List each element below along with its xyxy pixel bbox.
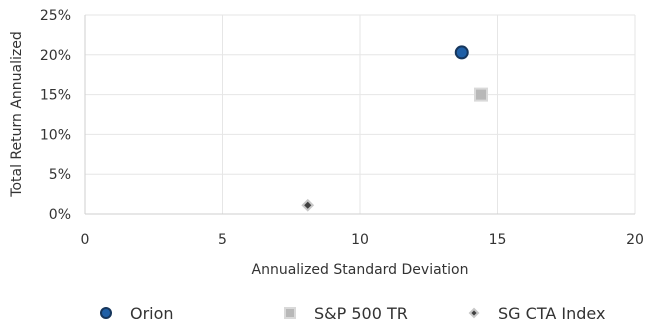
- point-orion: [454, 45, 469, 60]
- y-tick-label: 5%: [49, 167, 71, 183]
- point-sg-cta-index: [301, 198, 315, 212]
- legend-marker-s-p-500-tr: [284, 307, 296, 319]
- legend-marker-orion: [100, 307, 112, 319]
- axes: [84, 15, 635, 215]
- x-tick-label: 10: [351, 232, 369, 248]
- y-tick-label: 15%: [40, 88, 71, 104]
- legend-label-sg-cta-index: SG CTA Index: [498, 304, 605, 323]
- y-tick-label: 25%: [40, 8, 71, 24]
- y-axis-title: Total Return Annualized: [9, 31, 25, 197]
- x-axis-title: Annualized Standard Deviation: [252, 262, 469, 278]
- legend: Orion S&P 500 TR SG CTA Index: [100, 304, 605, 323]
- x-tick-label: 0: [81, 232, 90, 248]
- y-tick-label: 20%: [40, 48, 71, 64]
- x-tick-labels: 0 5 10 15 20: [81, 232, 644, 248]
- legend-marker-sg-cta-index: [468, 307, 480, 319]
- y-tick-label: 0%: [49, 207, 71, 223]
- y-tick-labels: 0% 5% 10% 15% 20% 25%: [40, 8, 71, 223]
- grid-lines: [85, 14, 636, 214]
- x-tick-label: 15: [489, 232, 507, 248]
- legend-label-orion: Orion: [130, 304, 174, 323]
- point-s-p-500-tr: [474, 87, 488, 102]
- data-points: [301, 45, 488, 212]
- x-tick-label: 20: [626, 232, 644, 248]
- legend-label-s-p-500-tr: S&P 500 TR: [314, 304, 408, 323]
- y-tick-label: 10%: [40, 127, 71, 143]
- x-tick-label: 5: [218, 232, 227, 248]
